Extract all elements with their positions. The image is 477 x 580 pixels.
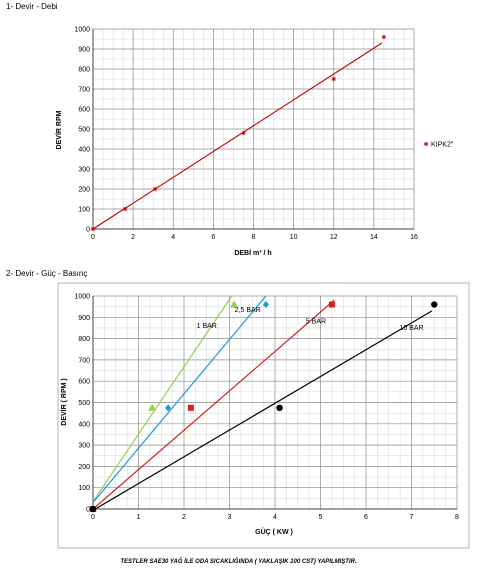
x-tick-label: 1 — [137, 514, 141, 521]
series-line — [94, 310, 433, 510]
x-tick-label: 14 — [370, 234, 378, 241]
y-tick-label: 1000 — [74, 294, 90, 301]
data-point — [89, 505, 97, 513]
y-tick-label: 400 — [78, 147, 90, 154]
y-tick-label: 100 — [78, 485, 90, 492]
trendline — [92, 42, 383, 230]
y-tick-label: 800 — [78, 336, 90, 343]
chart2-x-axis-label: GÜÇ ( KW ) — [255, 527, 293, 536]
x-tick-label: 5 — [319, 514, 323, 521]
y-tick-label: 300 — [78, 167, 90, 174]
chart2-series-lines — [92, 295, 433, 510]
chart1-legend: KIPK2" — [423, 141, 454, 149]
y-tick-label: 300 — [78, 443, 90, 450]
y-tick-label: 100 — [78, 207, 90, 214]
y-tick-label: 900 — [78, 47, 90, 54]
x-tick-label: 0 — [91, 514, 95, 521]
y-tick-label: 600 — [78, 107, 90, 114]
series-label: 2,5 BAR — [235, 307, 261, 314]
y-tick-label: 800 — [78, 67, 90, 74]
x-tick-label: 16 — [410, 234, 418, 241]
devir-debi-chart: 0 100 200 300 400 500 600 700 800 900 1000 0 2 4 6 8 10… — [55, 27, 454, 258]
chart1-x-axis-label: DEBİ m³ / h — [234, 249, 271, 257]
y-tick-label: 600 — [78, 379, 90, 386]
chart2-gridlines — [92, 295, 458, 510]
data-point — [148, 403, 157, 411]
data-point — [230, 300, 239, 308]
x-tick-label: 4 — [171, 234, 175, 241]
x-tick-label: 12 — [330, 234, 338, 241]
x-tick-label: 6 — [364, 514, 368, 521]
data-point — [187, 404, 194, 411]
x-tick-label: 2 — [182, 514, 186, 521]
data-point — [431, 301, 438, 308]
y-tick-label: 0 — [86, 507, 90, 514]
data-point — [331, 76, 336, 82]
y-tick-label: 200 — [78, 464, 90, 471]
y-tick-label: 1000 — [74, 27, 90, 34]
y-tick-label: 700 — [78, 357, 90, 364]
chart1-gridlines — [92, 28, 415, 230]
data-point — [381, 34, 387, 40]
chart2-series-labels: 1 BAR 2,5 BAR 5 BAR 10 BAR — [197, 307, 424, 332]
chart1-trendline — [92, 42, 383, 230]
legend-entry: KIPK2" — [431, 142, 454, 149]
data-point — [122, 206, 128, 212]
x-tick-label: 4 — [273, 514, 277, 521]
x-tick-label: 0 — [91, 234, 95, 241]
data-point — [276, 404, 283, 412]
footer-note: TESTLER SAE30 YAĞ İLE ODA SICAKLIĞINDA (… — [120, 559, 357, 565]
chart2-section-title: 2- Devir - Güç - Basınç — [6, 269, 88, 278]
x-tick-label: 3 — [228, 514, 232, 521]
x-tick-label: 8 — [455, 514, 459, 521]
series-label: 10 BAR — [399, 325, 423, 332]
y-tick-label: 900 — [78, 315, 90, 322]
data-point — [165, 404, 172, 412]
y-tick-label: 400 — [78, 421, 90, 428]
series-line — [92, 295, 233, 502]
y-tick-label: 0 — [86, 227, 90, 234]
x-tick-label: 8 — [252, 234, 256, 241]
chart1-section-title: 1- Devir - Debi — [6, 2, 58, 11]
chart2-x-ticks: 0 1 2 3 4 5 6 7 8 — [91, 514, 459, 521]
chart1-points — [90, 34, 387, 232]
series-line — [92, 295, 267, 503]
series-line — [92, 299, 335, 510]
y-tick-label: 500 — [78, 400, 90, 407]
series-label: 1 BAR — [197, 323, 217, 330]
chart1-y-ticks: 0 100 200 300 400 500 600 700 800 900 1000 — [74, 27, 90, 234]
series-label: 5 BAR — [306, 319, 326, 326]
devir-guc-basinc-chart: 0 100 200 300 400 500 600 700 800 900 1000 0 1 2 3 4 5 6… — [57, 282, 470, 549]
x-tick-label: 2 — [131, 234, 135, 241]
legend-marker — [423, 141, 429, 147]
chart1-x-ticks: 0 2 4 6 8 10 12 14 16 — [91, 234, 418, 241]
data-point — [152, 186, 158, 192]
chart2-y-ticks: 0 100 200 300 400 500 600 700 800 900 1000 — [74, 294, 90, 514]
chart2-frame — [57, 282, 470, 549]
chart1-y-axis-label: DEVİR RPM — [55, 110, 63, 149]
x-tick-label: 10 — [290, 234, 298, 241]
data-point — [90, 226, 96, 232]
y-tick-label: 200 — [78, 187, 90, 194]
y-tick-label: 700 — [78, 87, 90, 94]
chart2-y-axis-label: DEVİR ( RPM ) — [60, 378, 68, 425]
y-tick-label: 500 — [78, 127, 90, 134]
data-point — [262, 301, 269, 309]
x-tick-label: 6 — [211, 234, 215, 241]
x-tick-label: 7 — [410, 514, 414, 521]
data-point — [328, 301, 335, 308]
data-point — [241, 130, 246, 136]
chart2-points — [89, 300, 438, 513]
